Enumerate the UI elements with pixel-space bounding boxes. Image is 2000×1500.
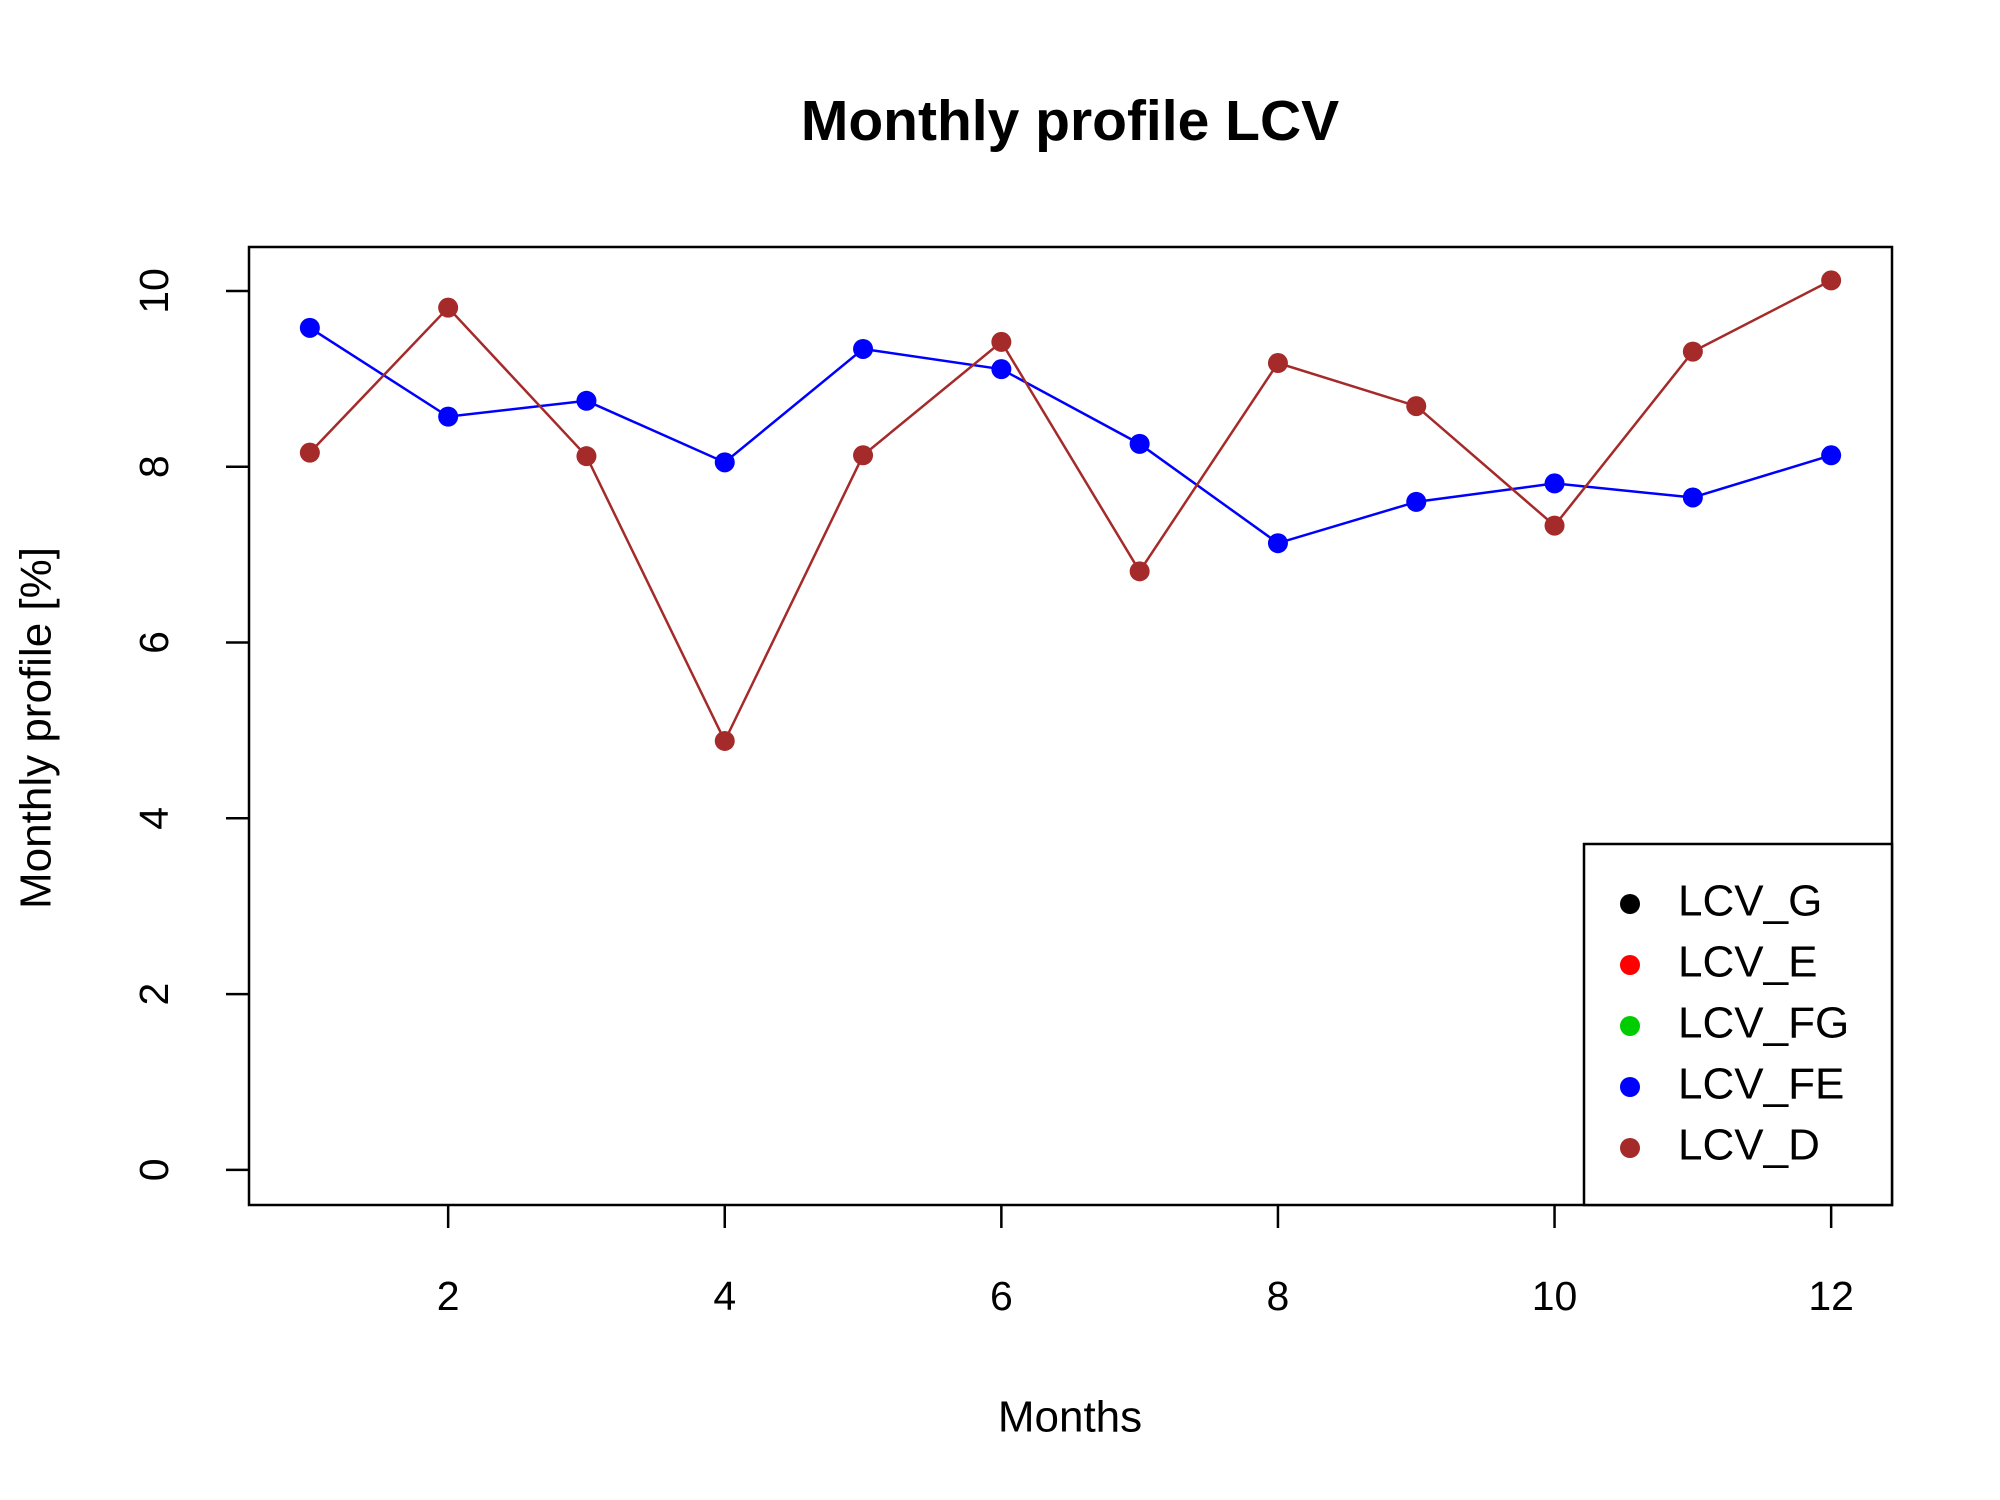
x-tick-label: 4	[713, 1273, 736, 1319]
legend-label: LCV_D	[1678, 1121, 1820, 1170]
data-point	[299, 317, 320, 338]
legend-label: LCV_FG	[1678, 999, 1849, 1048]
y-tick-label: 10	[131, 268, 177, 314]
data-point	[1129, 561, 1150, 582]
chart-title: Monthly profile LCV	[801, 89, 1339, 153]
data-point	[1406, 491, 1427, 512]
data-point	[1544, 473, 1565, 494]
data-point	[1406, 396, 1427, 417]
data-point	[1267, 533, 1288, 554]
legend-marker	[1620, 1138, 1640, 1158]
data-point	[714, 730, 735, 751]
legend-marker	[1620, 1016, 1640, 1036]
x-tick-label: 12	[1808, 1273, 1854, 1319]
legend-label: LCV_G	[1678, 877, 1822, 926]
data-point	[576, 390, 597, 411]
data-point	[1544, 515, 1565, 536]
x-tick-label: 10	[1532, 1273, 1578, 1319]
data-point	[991, 331, 1012, 352]
data-point	[438, 297, 459, 318]
data-point	[714, 452, 735, 473]
legend-marker	[1620, 955, 1640, 975]
x-tick-label: 8	[1267, 1273, 1290, 1319]
legend-label: LCV_FE	[1678, 1060, 1844, 1109]
data-point	[299, 442, 320, 463]
data-point	[576, 446, 597, 467]
plot-frame	[247, 245, 1894, 1207]
data-point	[1682, 341, 1703, 362]
y-tick-label: 6	[131, 631, 177, 654]
legend-marker	[1620, 894, 1640, 914]
data-point	[853, 445, 874, 466]
data-point	[1821, 445, 1842, 466]
legend-label: LCV_E	[1678, 938, 1817, 987]
x-tick-label: 6	[990, 1273, 1013, 1319]
x-axis-label: Months	[998, 1393, 1142, 1442]
data-point	[438, 406, 459, 427]
data-point	[991, 359, 1012, 380]
data-point	[1682, 487, 1703, 508]
data-point	[1129, 433, 1150, 454]
y-tick-label: 2	[131, 983, 177, 1006]
y-tick-label: 0	[131, 1158, 177, 1181]
series-line	[309, 326, 1832, 545]
x-tick-label: 2	[437, 1273, 460, 1319]
data-point	[1821, 270, 1842, 291]
y-axis-label: Monthly profile [%]	[12, 547, 61, 909]
data-point	[1267, 353, 1288, 374]
data-point	[853, 338, 874, 359]
y-tick-label: 8	[131, 455, 177, 478]
y-tick-label: 4	[131, 807, 177, 830]
series-line	[308, 279, 1832, 744]
legend-marker	[1620, 1077, 1640, 1097]
